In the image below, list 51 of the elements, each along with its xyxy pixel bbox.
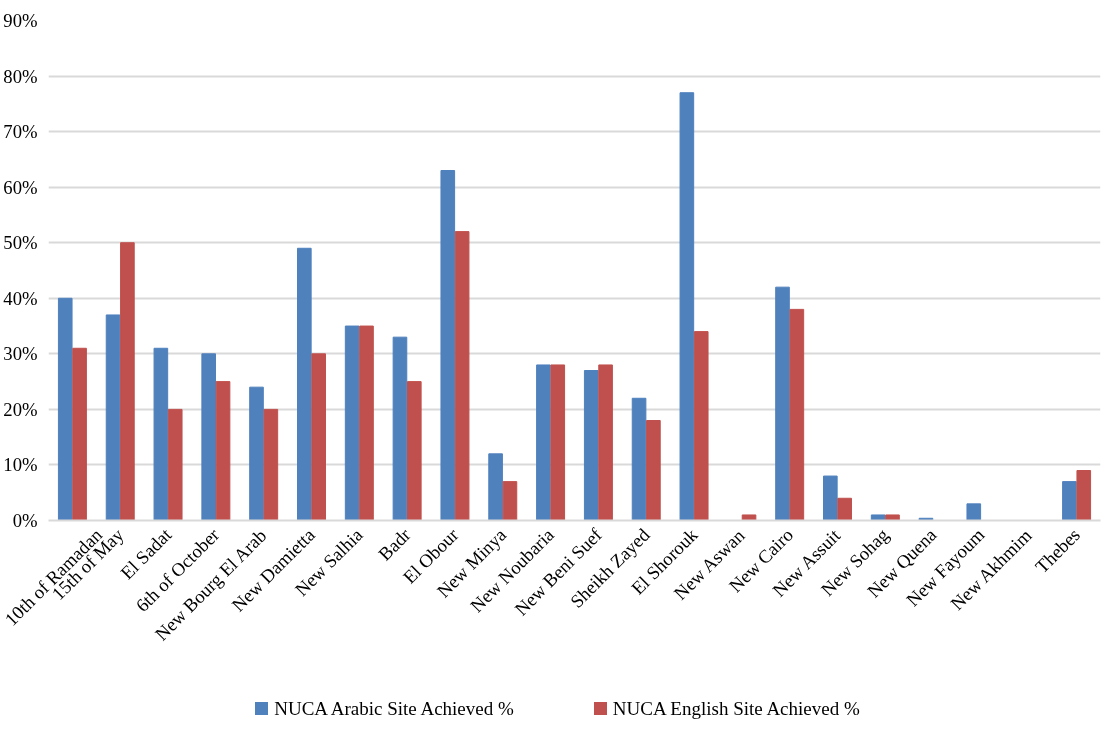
bar — [837, 497, 852, 521]
bar — [392, 336, 408, 521]
bar — [344, 325, 360, 521]
bar — [153, 347, 169, 521]
bar — [105, 314, 121, 521]
bar — [583, 370, 599, 521]
bar — [741, 514, 757, 521]
y-tick-label: 80% — [3, 65, 38, 87]
bar — [215, 381, 231, 521]
bar — [631, 397, 647, 521]
bar — [870, 514, 886, 521]
bar — [454, 231, 470, 521]
legend-label: NUCA Arabic Site Achieved % — [273, 697, 514, 721]
bar — [440, 170, 456, 521]
bar — [598, 364, 613, 521]
bar — [679, 92, 695, 521]
y-tick-label: 10% — [3, 454, 38, 476]
bar — [297, 247, 312, 521]
bar — [488, 453, 503, 521]
bar — [693, 331, 709, 521]
bar — [167, 408, 183, 521]
x-tick-label: Badr — [374, 523, 416, 565]
y-tick-label: 0% — [12, 510, 38, 531]
bar — [1062, 481, 1077, 521]
bar — [966, 503, 982, 521]
bar — [823, 475, 838, 521]
legend-label: NUCA English Site Achieved % — [611, 697, 860, 721]
bar — [120, 242, 135, 521]
bar — [72, 347, 87, 521]
bar — [502, 481, 518, 521]
bar — [789, 308, 805, 521]
y-tick-label: 40% — [3, 287, 38, 309]
bar — [536, 364, 551, 521]
y-tick-label: 30% — [3, 343, 38, 365]
y-tick-label: 70% — [3, 121, 38, 143]
bar — [646, 420, 661, 521]
bar — [201, 353, 216, 521]
bar — [359, 325, 374, 521]
bar — [1076, 470, 1092, 521]
bar — [406, 381, 422, 521]
bar — [775, 286, 790, 521]
bar — [263, 408, 279, 521]
bar — [249, 386, 264, 521]
bar — [550, 364, 566, 521]
y-tick-label: 90% — [3, 10, 38, 31]
y-tick-label: 50% — [3, 232, 38, 254]
bar — [57, 297, 73, 521]
bar — [311, 353, 326, 521]
bar — [885, 514, 900, 521]
y-tick-label: 60% — [3, 176, 38, 198]
y-tick-label: 20% — [3, 398, 38, 420]
